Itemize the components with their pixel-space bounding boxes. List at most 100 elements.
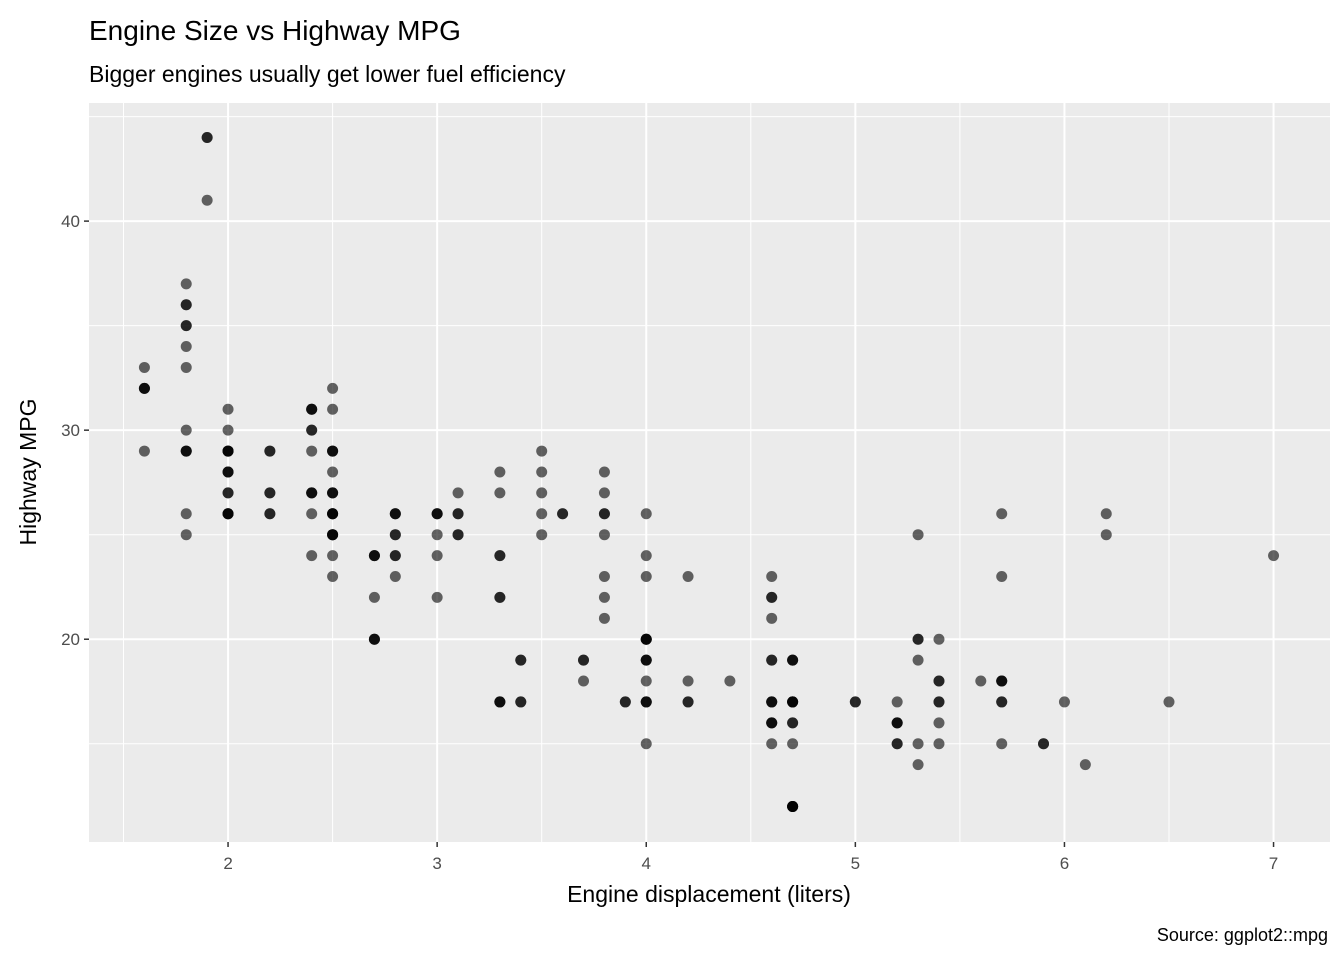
y-tick-label: 40 <box>61 212 80 231</box>
data-point <box>536 508 548 520</box>
data-point <box>640 738 652 750</box>
data-point <box>431 550 443 562</box>
data-point <box>912 759 924 771</box>
data-point <box>766 654 778 666</box>
data-point <box>640 675 652 687</box>
data-point <box>306 424 318 436</box>
data-point <box>389 508 401 520</box>
data-point <box>201 131 213 143</box>
data-points <box>138 131 1280 812</box>
data-point <box>536 487 548 499</box>
data-point <box>787 717 799 729</box>
x-tick-label: 2 <box>223 854 232 873</box>
data-point <box>327 487 339 499</box>
data-point <box>912 529 924 541</box>
data-point <box>1163 696 1175 708</box>
data-point <box>640 508 652 520</box>
data-point <box>787 800 799 812</box>
data-point <box>640 696 652 708</box>
data-point <box>996 508 1008 520</box>
data-point <box>327 571 339 583</box>
data-point <box>766 738 778 750</box>
data-point <box>933 738 945 750</box>
data-point <box>557 508 569 520</box>
data-point <box>598 591 610 603</box>
data-point <box>1058 696 1070 708</box>
data-point <box>222 466 234 478</box>
data-point <box>787 654 799 666</box>
data-point <box>180 508 192 520</box>
data-point <box>1100 508 1112 520</box>
data-point <box>368 550 380 562</box>
y-tick-label: 30 <box>61 421 80 440</box>
data-point <box>222 445 234 457</box>
data-point <box>996 571 1008 583</box>
data-point <box>180 320 192 332</box>
data-point <box>327 403 339 415</box>
data-point <box>180 424 192 436</box>
data-point <box>787 696 799 708</box>
data-point <box>933 696 945 708</box>
data-point <box>640 550 652 562</box>
data-point <box>682 571 694 583</box>
data-point <box>180 445 192 457</box>
data-point <box>598 466 610 478</box>
data-point <box>912 738 924 750</box>
data-point <box>138 361 150 373</box>
axes: 2 3 4 5 6 7 20 30 40 <box>61 212 1278 873</box>
data-point <box>536 529 548 541</box>
data-point <box>180 278 192 290</box>
data-point <box>327 445 339 457</box>
y-tick-label: 20 <box>61 630 80 649</box>
data-point <box>452 487 464 499</box>
data-point <box>891 696 903 708</box>
data-point <box>1268 550 1280 562</box>
data-point <box>389 571 401 583</box>
data-point <box>536 445 548 457</box>
data-point <box>996 675 1008 687</box>
data-point <box>264 445 276 457</box>
data-point <box>682 675 694 687</box>
data-point <box>201 194 213 206</box>
data-point <box>389 529 401 541</box>
data-point <box>264 487 276 499</box>
data-point <box>849 696 861 708</box>
data-point <box>578 675 590 687</box>
data-point <box>327 508 339 520</box>
data-point <box>766 591 778 603</box>
data-point <box>327 466 339 478</box>
data-point <box>766 696 778 708</box>
data-point <box>975 675 987 687</box>
x-tick-label: 5 <box>851 854 860 873</box>
data-point <box>515 696 527 708</box>
data-point <box>222 424 234 436</box>
data-point <box>180 341 192 353</box>
data-point <box>598 529 610 541</box>
data-point <box>431 529 443 541</box>
data-point <box>515 654 527 666</box>
data-point <box>912 633 924 645</box>
x-axis-label: Engine displacement (liters) <box>567 881 851 907</box>
data-point <box>724 675 736 687</box>
data-point <box>494 550 506 562</box>
chart-subtitle: Bigger engines usually get lower fuel ef… <box>89 61 566 87</box>
x-tick-label: 6 <box>1060 854 1069 873</box>
data-point <box>180 529 192 541</box>
data-point <box>138 445 150 457</box>
data-point <box>996 696 1008 708</box>
data-point <box>1079 759 1091 771</box>
data-point <box>619 696 631 708</box>
data-point <box>494 487 506 499</box>
data-point <box>640 571 652 583</box>
data-point <box>180 299 192 311</box>
grid-lines <box>89 103 1330 842</box>
data-point <box>306 550 318 562</box>
data-point <box>891 717 903 729</box>
data-point <box>494 696 506 708</box>
data-point <box>933 633 945 645</box>
data-point <box>180 361 192 373</box>
data-point <box>598 571 610 583</box>
data-point <box>306 508 318 520</box>
data-point <box>1038 738 1050 750</box>
data-point <box>578 654 590 666</box>
